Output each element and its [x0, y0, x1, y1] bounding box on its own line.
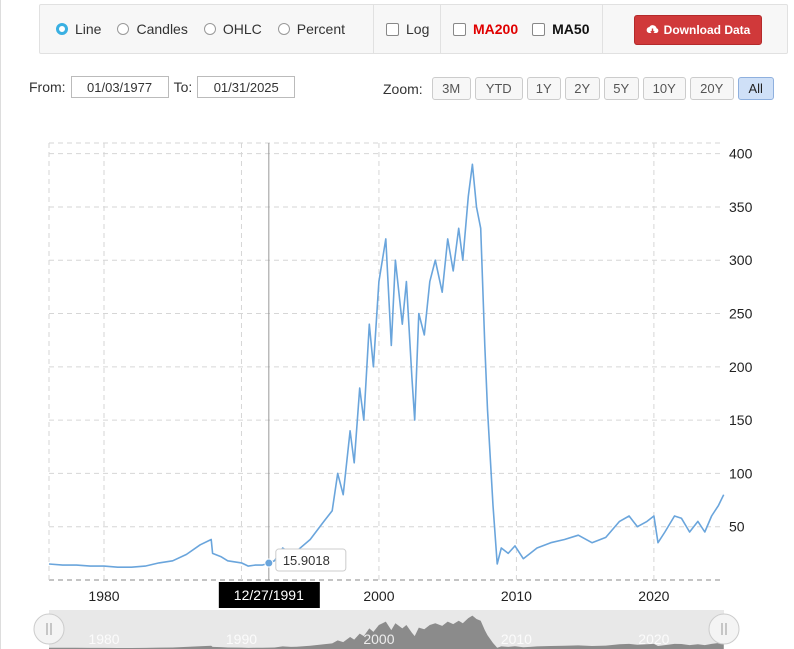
- y-tick-label: 350: [729, 199, 753, 215]
- x-tick-label: 2000: [363, 588, 394, 604]
- radio-line-indicator: [56, 23, 68, 35]
- to-label: To:: [173, 79, 193, 95]
- to-date-input[interactable]: 01/31/2025: [197, 76, 296, 98]
- toolbar-divider: [440, 5, 441, 53]
- chart-type-group: Line Candles OHLC Percent: [56, 5, 361, 53]
- radio-percent-label: Percent: [296, 21, 345, 37]
- date-tooltip: 12/27/1991: [218, 582, 320, 608]
- radio-ohlc-indicator: [203, 23, 216, 35]
- download-data-button[interactable]: Download Data: [634, 15, 762, 45]
- log-checkbox[interactable]: Log: [386, 21, 429, 37]
- y-tick-label: 250: [729, 306, 753, 322]
- ma200-checkbox-box: [453, 22, 466, 36]
- x-tick-label: 2020: [638, 588, 669, 604]
- log-group: Log: [386, 5, 443, 53]
- zoom-ytd-button[interactable]: YTD: [474, 77, 523, 100]
- ma50-checkbox-box: [532, 22, 546, 36]
- radio-candles[interactable]: Candles: [117, 21, 188, 37]
- y-tick-label: 150: [729, 412, 753, 428]
- ma200-label: MA200: [473, 21, 519, 37]
- ma50-label: MA50: [552, 21, 590, 37]
- cloud-download-icon: [646, 25, 659, 34]
- hover-point: [264, 558, 274, 568]
- y-axis-ticks: 50 100 150 200 250 300 350 400: [729, 146, 753, 535]
- navigator[interactable]: 1980 1990 2000 2010 2020: [33, 610, 740, 649]
- navigator-left-handle[interactable]: [33, 613, 65, 645]
- navigator-label: 2010: [501, 631, 532, 647]
- toolbar-divider: [373, 5, 374, 53]
- date-range: From: 01/03/1977 To: 01/31/2025: [29, 76, 300, 98]
- moving-average-group: MA200 MA50: [453, 5, 604, 53]
- radio-percent[interactable]: Percent: [277, 21, 345, 37]
- navigator-label: 1990: [226, 631, 257, 647]
- value-tooltip: 15.9018: [275, 548, 347, 572]
- log-checkbox-label: Log: [406, 21, 430, 37]
- navigator-right-handle[interactable]: [708, 613, 740, 645]
- from-date-input[interactable]: 01/03/1977: [70, 76, 169, 98]
- navigator-label: 1980: [88, 631, 119, 647]
- y-tick-label: 100: [729, 465, 753, 481]
- download-data-label: Download Data: [663, 23, 751, 37]
- y-tick-label: 50: [729, 519, 745, 535]
- navigator-labels: 1980 1990 2000 2010 2020: [88, 631, 669, 647]
- ma50-checkbox[interactable]: MA50: [532, 21, 590, 37]
- ma200-checkbox[interactable]: MA200: [453, 21, 518, 37]
- zoom-2y-button[interactable]: 2Y: [564, 77, 600, 100]
- y-tick-label: 200: [729, 359, 753, 375]
- price-series-line: [48, 163, 725, 568]
- zoom-10y-button[interactable]: 10Y: [642, 77, 686, 100]
- navigator-label: 2020: [638, 631, 669, 647]
- radio-line[interactable]: Line: [56, 21, 101, 37]
- zoom-1y-button[interactable]: 1Y: [526, 77, 561, 100]
- y-tick-label: 300: [729, 252, 753, 268]
- log-checkbox-box: [386, 22, 399, 36]
- from-label: From:: [29, 79, 66, 95]
- navigator-area: [49, 615, 724, 649]
- zoom-controls: Zoom: 3M YTD 1Y 2Y 5Y 10Y 20Y All: [383, 77, 774, 100]
- y-tick-label: 400: [729, 146, 753, 162]
- radio-candles-indicator: [117, 23, 130, 35]
- radio-ohlc-label: OHLC: [222, 21, 262, 37]
- radio-percent-indicator: [277, 23, 290, 35]
- zoom-all-button[interactable]: All: [737, 77, 774, 100]
- zoom-label: Zoom:: [383, 80, 423, 97]
- x-tick-label: 2010: [501, 588, 532, 604]
- radio-candles-label: Candles: [136, 21, 188, 37]
- value-tooltip-text: 15.9018: [283, 553, 330, 568]
- radio-line-label: Line: [75, 21, 102, 37]
- x-tick-label: 1980: [88, 588, 119, 604]
- toolbar-divider: [602, 5, 603, 53]
- chart-grid: [48, 142, 724, 581]
- date-tooltip-text: 12/27/1991: [234, 587, 304, 603]
- navigator-label: 2000: [363, 631, 394, 647]
- zoom-5y-button[interactable]: 5Y: [603, 77, 639, 100]
- zoom-3m-button[interactable]: 3M: [431, 77, 471, 100]
- x-axis-ticks: 1980 2000 2010 2020: [88, 588, 669, 604]
- chart-toolbar: Line Candles OHLC Percent Log: [39, 4, 788, 54]
- zoom-20y-button[interactable]: 20Y: [689, 77, 734, 100]
- radio-ohlc[interactable]: OHLC: [203, 21, 262, 37]
